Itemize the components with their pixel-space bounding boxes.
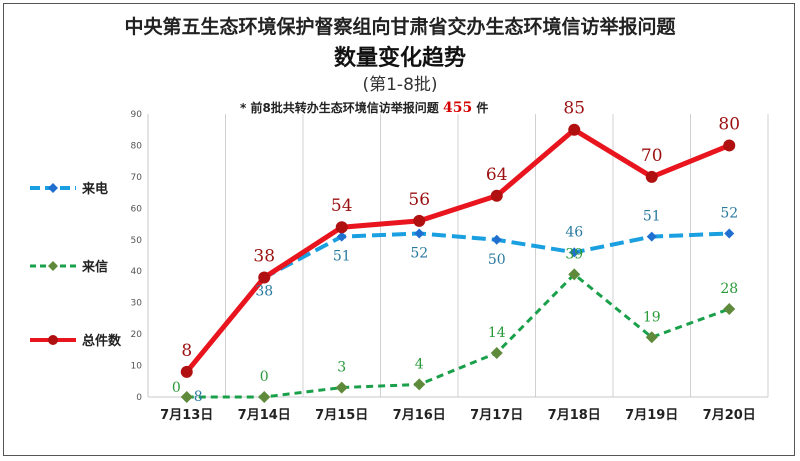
point-letter [568,268,581,281]
legend-label-letter: 来信 [82,260,109,275]
point-total [568,123,581,136]
x-tick-label: 7月18日 [548,408,601,423]
data-label-total: 8 [181,341,192,361]
point-letter [723,302,736,315]
y-tick-label: 90 [131,110,143,120]
data-label-phone: 8 [194,389,203,405]
data-label-letter: 28 [720,281,738,297]
data-label-letter: 0 [172,380,181,396]
data-label-letter: 4 [415,356,424,372]
point-letter [645,331,658,344]
data-label-letter: 39 [565,246,583,262]
chart-title: 中央第五生态环境保护督察组向甘肃省交办生态环境信访举报问题 [124,16,676,38]
point-phone [724,228,735,239]
data-label-total: 64 [486,165,508,185]
legend-item-total: 总件数 [28,330,121,349]
legend-swatch-letter [30,260,76,271]
data-label-letter: 14 [488,325,506,341]
data-label-total: 56 [408,190,430,210]
y-tick-label: 20 [131,330,143,340]
point-total [645,170,658,183]
point-phone [491,234,502,245]
point-total [490,189,503,202]
point-total [258,271,271,284]
data-label-letter: 3 [337,360,346,376]
data-label-total: 80 [718,114,740,134]
x-tick-label: 7月16日 [393,408,446,423]
legend-label-total: 总件数 [82,334,122,349]
point-phone [569,247,580,258]
data-label-phone: 38 [255,284,273,300]
y-tick-label: 70 [131,173,143,183]
data-label-phone: 52 [410,245,428,261]
series-line-letter [186,272,730,399]
y-tick-label: 80 [131,141,143,151]
total-note-number: 455 [443,100,473,116]
y-tick-label: 60 [131,204,143,214]
point-letter [180,391,193,403]
y-tick-label: 50 [131,236,143,246]
series-line-total [184,127,731,374]
legend-item-phone: 来电 [28,178,108,197]
point-phone [414,228,425,239]
series-line-phone [185,231,730,374]
data-label-total: 38 [253,247,275,267]
chart-frame [3,3,795,456]
point-total [723,139,736,152]
y-tick-label: 10 [131,362,143,372]
x-tick-label: 7月19日 [625,408,678,423]
chart-subtitle: 数量变化趋势 [333,46,466,71]
chart-batch-label: (第1-8批) [362,75,438,95]
point-letter [413,378,426,391]
legend-label-phone: 来电 [82,182,109,197]
x-tick-label: 7月14日 [238,408,291,423]
data-label-phone: 52 [720,205,738,221]
x-tick-label: 7月17日 [470,408,523,423]
point-letter [335,381,348,394]
y-tick-label: 40 [131,267,143,277]
point-letter [258,391,271,403]
total-note: * 前8批共转办生态环境信访举报问题 455 件 [240,99,488,116]
legend-swatch-total [30,334,76,345]
y-tick-label: 0 [136,393,142,403]
x-tick-label: 7月15日 [315,408,368,423]
data-label-letter: 19 [643,309,661,325]
legend-swatch-phone [30,182,76,193]
data-label-phone: 51 [333,249,351,265]
total-note-prefix: * 前8批共转办生态环境信访举报问题 [240,101,439,115]
data-label-phone: 46 [565,224,583,240]
data-label-total: 85 [563,99,585,119]
data-label-total: 70 [641,146,663,166]
x-tick-label: 7月20日 [703,408,756,423]
data-label-total: 54 [331,196,353,216]
data-label-phone: 51 [643,209,661,225]
point-total [335,221,348,234]
point-phone [646,231,657,242]
point-total [180,365,193,378]
point-phone [336,231,347,242]
data-label-phone: 50 [488,252,506,268]
x-tick-label: 7月13日 [160,408,213,423]
y-tick-label: 30 [131,299,143,309]
legend-item-letter: 来信 [28,256,108,275]
point-letter [490,346,503,359]
total-note-suffix: 件 [476,101,489,115]
point-total [413,214,426,227]
data-label-letter: 0 [260,369,269,385]
